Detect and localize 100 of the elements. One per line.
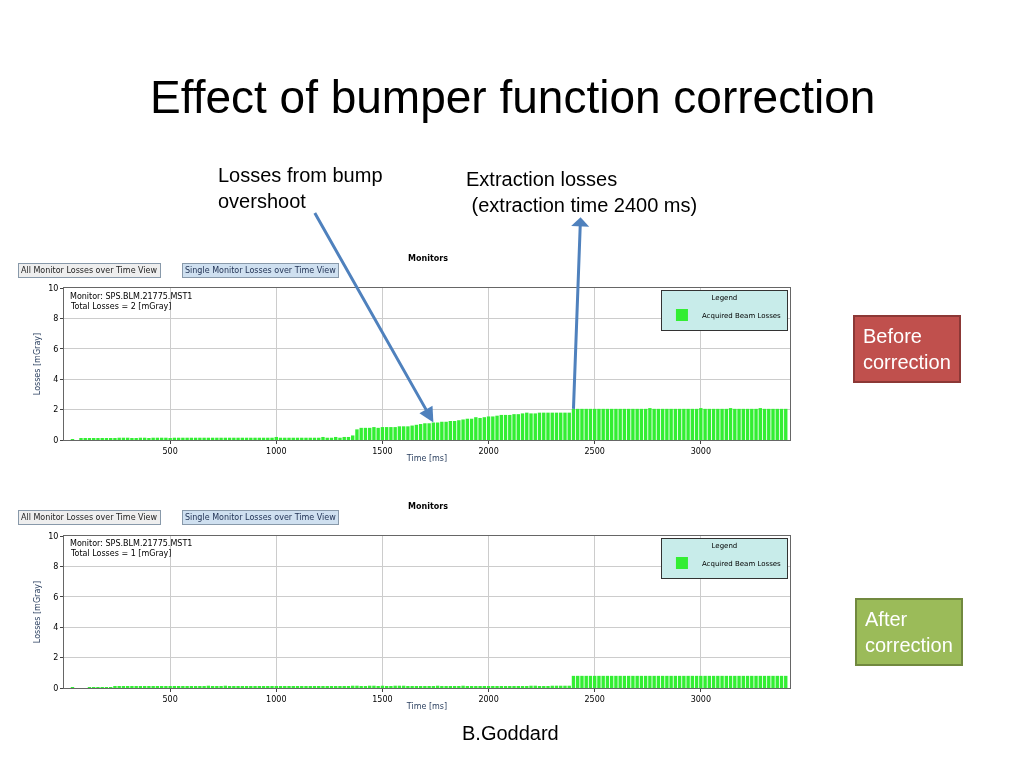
bar	[393, 427, 397, 440]
x-tick-label: 2000	[478, 694, 499, 704]
bar	[423, 423, 427, 440]
y-tick-label: 8	[53, 314, 59, 324]
bar	[716, 408, 720, 440]
chart-subtitle: Monitors	[408, 502, 449, 511]
bar	[334, 436, 338, 440]
bar	[202, 437, 206, 440]
bar	[198, 437, 202, 440]
bar	[410, 425, 414, 440]
x-tick-label: 1000	[266, 446, 287, 456]
bar	[597, 408, 601, 440]
bar	[720, 408, 724, 440]
text: After correction	[865, 608, 953, 656]
y-tick-label: 8	[53, 562, 59, 572]
bar	[440, 421, 444, 440]
bar	[164, 437, 168, 440]
x-tick-label: 3000	[690, 694, 712, 704]
bar	[359, 427, 363, 440]
annotation: Losses from bump overshoot	[218, 164, 383, 212]
text: Single Monitor Losses over Time View	[185, 266, 337, 275]
bar	[631, 408, 635, 440]
y-tick-label: 10	[48, 531, 59, 541]
bar	[457, 420, 461, 440]
bar	[635, 408, 639, 440]
annotation: Extraction losses (extraction time 2400 ms)	[466, 168, 698, 216]
bar	[529, 413, 533, 440]
bar	[486, 416, 491, 440]
y-axis-title: Losses [mGray]	[32, 580, 42, 644]
bar	[389, 427, 393, 440]
x-tick-label: 3000	[690, 446, 712, 456]
chart-title: Effect of bumper function correction	[150, 71, 876, 123]
bar	[444, 421, 448, 440]
bar	[372, 427, 376, 440]
bar	[461, 419, 465, 440]
x-axis-title: Time [ms]	[405, 701, 448, 711]
y-tick-label: 4	[53, 623, 59, 632]
bar	[406, 426, 410, 440]
bar	[520, 413, 525, 440]
text: Before correction	[863, 325, 951, 373]
bar	[614, 408, 618, 440]
bar	[491, 416, 495, 440]
y-axis-title: Losses [mGray]	[32, 332, 42, 396]
text: B.Goddard	[462, 722, 559, 744]
bar	[618, 408, 622, 440]
bar	[185, 437, 189, 440]
bar	[304, 437, 308, 440]
bar	[338, 437, 342, 440]
y-tick-label: 10	[48, 283, 59, 293]
bar	[287, 437, 291, 440]
bar	[270, 437, 274, 440]
bar	[215, 437, 219, 440]
bar	[482, 417, 487, 440]
bar	[219, 437, 223, 440]
bar	[703, 408, 707, 440]
bar	[236, 437, 240, 440]
text: Single Monitor Losses over Time View	[185, 513, 337, 522]
bar	[771, 408, 775, 440]
y-tick-label: 6	[53, 592, 59, 602]
x-tick-label: 500	[162, 694, 178, 704]
bar	[512, 414, 516, 440]
bar	[249, 437, 253, 440]
bar	[601, 408, 605, 440]
y-tick-label: 6	[53, 344, 59, 354]
y-tick-label: 0	[53, 683, 59, 693]
bar	[232, 437, 236, 440]
bar	[376, 427, 380, 440]
bar	[151, 437, 155, 440]
bar	[754, 408, 758, 440]
x-axis-title: Time [ms]	[405, 453, 448, 463]
bar	[495, 415, 499, 440]
bar	[665, 408, 669, 440]
bar	[652, 408, 656, 440]
annotation: Total Losses = 1 [mGray]	[70, 549, 172, 558]
bar	[563, 412, 567, 440]
x-tick-label: 1500	[372, 446, 393, 456]
x-tick-label: 1500	[372, 694, 393, 704]
bar	[346, 436, 351, 440]
bar	[580, 408, 584, 440]
bar	[181, 437, 185, 440]
bar	[737, 408, 741, 440]
x-tick-label: 2000	[478, 446, 499, 456]
bar	[682, 408, 686, 440]
bar	[669, 408, 673, 440]
x-tick-label: 500	[162, 446, 178, 456]
bar	[533, 413, 537, 440]
bar	[427, 423, 431, 440]
bar	[253, 437, 257, 440]
bar	[546, 412, 550, 440]
bar	[699, 408, 703, 440]
bar	[274, 436, 278, 440]
text: All Monitor Losses over Time View	[21, 266, 158, 275]
bar	[474, 417, 478, 440]
annotation: Total Losses = 2 [mGray]	[70, 302, 172, 311]
y-tick-label: 2	[53, 405, 59, 415]
bar	[648, 408, 652, 440]
annotation: Monitor: SPS.BLM.21775.MST1	[70, 292, 193, 301]
bar	[342, 436, 346, 440]
bar	[321, 436, 325, 440]
bar	[686, 408, 690, 440]
